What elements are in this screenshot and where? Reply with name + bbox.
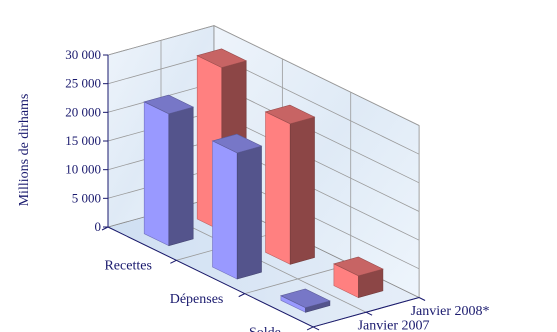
bar-front-face [143, 101, 170, 247]
y-tick-label-2: 10 000 [65, 162, 101, 177]
bar-top-face [211, 133, 263, 154]
category-label-0: Recettes [104, 259, 151, 274]
bar-side-face [168, 106, 194, 247]
floor-gridline-1 [160, 211, 367, 313]
bar-jan2007-2 [280, 288, 331, 313]
y-tick-label-1: 5 000 [72, 190, 101, 205]
y-axis-label: Millions de dirhams [17, 94, 32, 207]
y-tick-label-6: 30 000 [65, 47, 101, 62]
category-label-2: Solde [249, 325, 281, 332]
bar-jan2007-1 [211, 133, 263, 280]
depth-tick-mark-0 [312, 326, 320, 331]
x-tick-mark-2 [238, 293, 245, 298]
bar-side-face [289, 116, 315, 265]
bar-top-face [280, 288, 331, 309]
series-label-1: Janvier 2008* [411, 304, 490, 319]
bar-jan2008-2 [333, 256, 384, 299]
bar-front-face [212, 140, 238, 280]
x-tick-mark-0 [101, 226, 109, 231]
y-tick-label-0: 0 [95, 219, 102, 234]
x-tick-mark-1 [170, 259, 177, 264]
series-label-0: Janvier 2007 [358, 319, 430, 332]
bar-top-face [196, 48, 248, 68]
labels-layer: 0 5 000 10 000 15 000 20 000 25 000 30 000 Rece… [65, 47, 489, 332]
bars-layer [143, 48, 384, 313]
bar-front-face [265, 111, 291, 265]
bar-jan2008-1 [264, 104, 316, 265]
bar-top-face [333, 256, 384, 277]
x-tick-mark-3 [306, 326, 314, 331]
y-tick-label-5: 25 000 [65, 76, 101, 91]
bar-jan2007-0 [143, 94, 195, 247]
depth-axis-line [312, 297, 420, 328]
bar-top-face [143, 94, 195, 115]
bar-top-face [264, 104, 316, 125]
x-axis-line [107, 226, 314, 328]
bar-side-face [236, 145, 262, 280]
depth-tick-mark-2 [418, 297, 426, 301]
y-tick-label-3: 15 000 [65, 133, 101, 148]
floor-cat-gridline-2 [244, 263, 351, 295]
axes-layer [101, 54, 426, 331]
depth-tick-mark-1 [365, 311, 373, 316]
y-tick-label-4: 20 000 [65, 104, 101, 119]
category-label-1: Dépenses [170, 292, 224, 307]
